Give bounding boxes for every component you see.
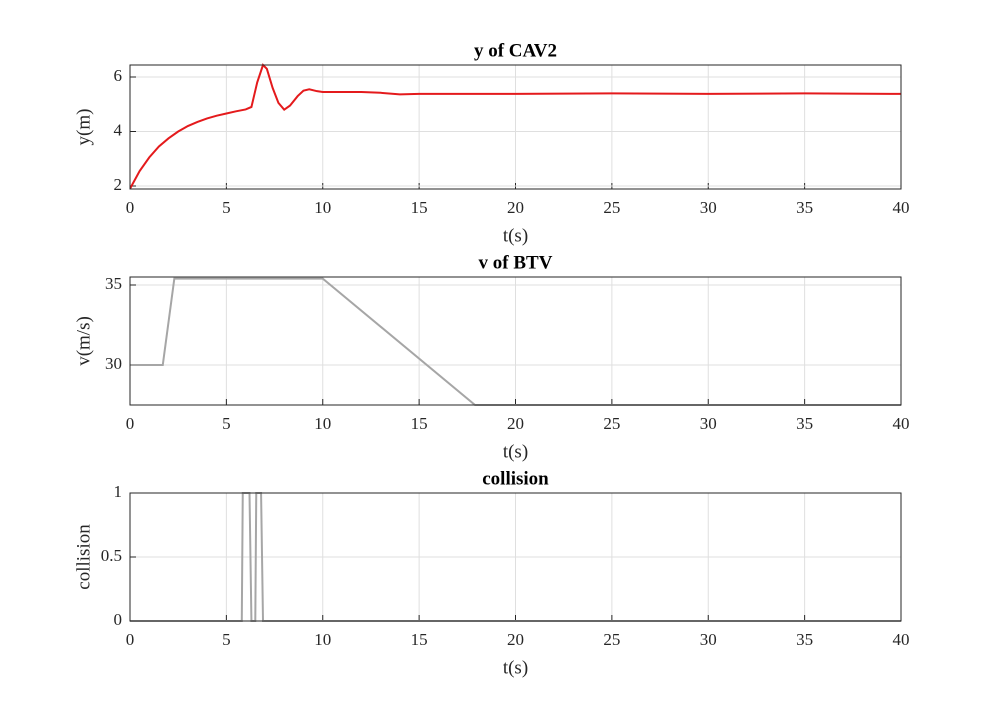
- x-tick-label: 20: [507, 198, 524, 217]
- y-axis-label: collision: [73, 524, 94, 590]
- axes-box: [129, 64, 902, 190]
- y-tick-label: 35: [105, 274, 122, 293]
- x-tick-label: 40: [893, 630, 910, 649]
- x-tick-label: 40: [893, 198, 910, 217]
- x-tick-label: 5: [222, 414, 231, 433]
- y-tick-label: 0.5: [101, 546, 122, 565]
- axes-box: [129, 492, 902, 622]
- x-tick-label: 15: [411, 630, 428, 649]
- x-axis-label: t(s): [503, 441, 528, 462]
- x-tick-label: 0: [126, 198, 135, 217]
- chart-title: v of BTV: [479, 252, 553, 273]
- y-axis-label: v(m/s): [73, 316, 94, 366]
- y-axis-label: y(m): [73, 109, 94, 146]
- x-tick-label: 10: [314, 198, 331, 217]
- x-axis-label: t(s): [503, 225, 528, 246]
- x-tick-label: 5: [222, 198, 231, 217]
- y-tick-label: 0: [114, 610, 123, 629]
- x-tick-label: 30: [700, 630, 717, 649]
- x-tick-label: 25: [603, 198, 620, 217]
- y-tick-label: 4: [114, 120, 123, 139]
- x-axis-label: t(s): [503, 657, 528, 678]
- x-tick-label: 15: [411, 198, 428, 217]
- chart-title: y of CAV2: [474, 40, 557, 61]
- y-tick-label: 1: [114, 482, 123, 501]
- y-tick-label: 6: [114, 66, 123, 85]
- x-tick-label: 0: [126, 414, 135, 433]
- x-tick-label: 20: [507, 630, 524, 649]
- x-tick-label: 35: [796, 414, 813, 433]
- x-tick-label: 5: [222, 630, 231, 649]
- x-tick-label: 25: [603, 630, 620, 649]
- y-tick-label: 30: [105, 354, 122, 373]
- x-tick-label: 20: [507, 414, 524, 433]
- x-tick-label: 40: [893, 414, 910, 433]
- x-tick-label: 0: [126, 630, 135, 649]
- x-tick-label: 30: [700, 198, 717, 217]
- chart-title: collision: [482, 468, 549, 489]
- x-tick-label: 10: [314, 414, 331, 433]
- y-tick-label: 2: [114, 175, 123, 194]
- x-tick-label: 25: [603, 414, 620, 433]
- x-tick-label: 30: [700, 414, 717, 433]
- x-tick-label: 35: [796, 630, 813, 649]
- axes-box: [129, 276, 902, 406]
- x-tick-label: 10: [314, 630, 331, 649]
- x-tick-label: 15: [411, 414, 428, 433]
- data-line: [130, 63, 901, 190]
- x-tick-label: 35: [796, 198, 813, 217]
